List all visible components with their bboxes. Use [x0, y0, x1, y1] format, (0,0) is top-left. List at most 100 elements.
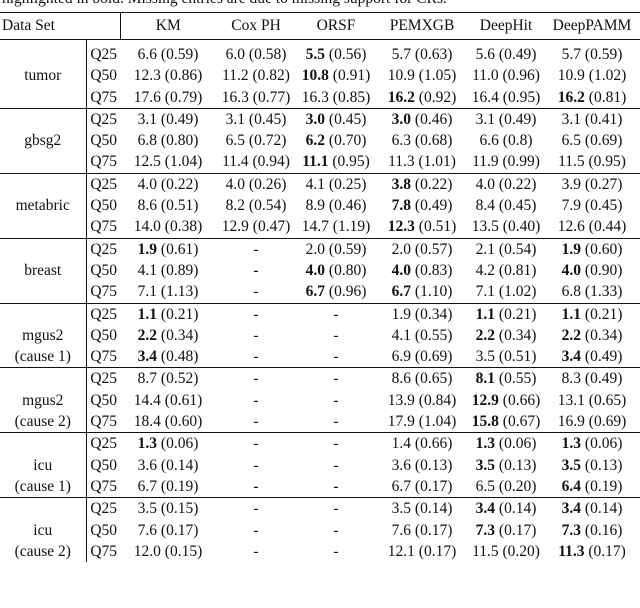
value: - — [253, 477, 259, 495]
value-cell: 8.4 (0.45) — [468, 195, 544, 216]
value: 10.9 — [557, 67, 585, 85]
value: 6.4 — [561, 477, 582, 495]
value: - — [333, 413, 339, 431]
value-cell: - — [216, 238, 296, 260]
quantile-label: Q50 — [90, 456, 118, 474]
value-cell: - — [216, 281, 296, 303]
quantile-label: Q25 — [90, 175, 118, 193]
std-dev: (0.21) — [498, 305, 537, 323]
value: 8.1 — [475, 370, 496, 388]
dataset-cell: (cause 1) — [0, 346, 87, 368]
value-cell: 11.4 (0.94) — [216, 151, 296, 173]
value: 6.0 — [225, 46, 246, 63]
std-dev: (0.59) — [160, 46, 199, 63]
std-dev: (0.17) — [588, 542, 626, 560]
value-cell: - — [296, 390, 376, 411]
value: - — [253, 326, 259, 344]
std-dev: (0.20) — [498, 477, 537, 495]
dataset-label: (cause 1) — [14, 348, 71, 366]
value: - — [253, 413, 259, 431]
value-cell: 5.7 (0.63) — [376, 40, 468, 66]
value-cell: 3.6 (0.13) — [376, 455, 468, 476]
value-cell: 13.9 (0.84) — [376, 390, 468, 411]
value: 11.2 — [222, 67, 249, 85]
value-cell: 4.1 (0.55) — [376, 325, 468, 346]
std-dev: (0.40) — [502, 218, 541, 236]
std-dev: (0.34) — [414, 305, 453, 323]
dataset-cell — [0, 367, 87, 390]
std-dev: (0.94) — [252, 153, 290, 171]
std-dev: (0.22) — [414, 175, 453, 193]
value: 8.4 — [475, 197, 496, 215]
std-dev: (0.17) — [414, 521, 453, 539]
value: - — [253, 283, 259, 301]
value: 3.4 — [561, 348, 582, 366]
value: 3.5 — [475, 456, 496, 474]
std-dev: (0.58) — [248, 46, 287, 63]
column-header: DeepHit — [479, 17, 533, 35]
value-cell: 4.0 (0.90) — [544, 260, 640, 281]
std-dev: (0.55) — [498, 370, 537, 388]
value: 6.5 — [475, 477, 496, 495]
std-dev: (0.70) — [328, 132, 367, 150]
dataset-cell: icu — [0, 519, 87, 541]
column-header: KM — [155, 17, 181, 35]
value-cell: 17.6 (0.79) — [120, 87, 216, 109]
table-row: tumor Q50 12.3 (0.86) 11.2 (0.82) 10.8 (0.91… — [0, 65, 640, 87]
table-row: metabric Q50 8.6 (0.51) 8.2 (0.54) 8.9 (0.46… — [0, 195, 640, 217]
value-cell: 11.3 (1.01) — [376, 151, 468, 173]
value-cell: 13.1 (0.65) — [544, 390, 640, 411]
table-row: Q25 1.3 (0.06) - -1.4 (0.66) 1.3 (0.06) 1.3 (… — [0, 432, 640, 455]
value: 6.2 — [305, 132, 326, 150]
dataset-cell — [0, 432, 87, 455]
value: - — [253, 500, 259, 518]
dataset-cell — [0, 238, 87, 260]
value: 8.9 — [305, 197, 326, 215]
value-cell: 1.3 (0.06) — [120, 433, 216, 455]
table-row: Q25 3.5 (0.15) - -3.5 (0.14) 3.4 (0.14) 3.4 (… — [0, 497, 640, 520]
value: 8.6 — [137, 197, 158, 215]
value-cell: - — [216, 433, 296, 455]
std-dev: (0.90) — [584, 261, 623, 279]
std-dev: (1.01) — [418, 153, 456, 171]
std-dev: (0.65) — [588, 391, 627, 409]
value: 3.1 — [561, 110, 582, 128]
value-cell: 1.1 (0.21) — [468, 303, 544, 325]
value-cell: 3.5 (0.13) — [468, 455, 544, 476]
std-dev: (0.69) — [584, 132, 623, 150]
value-cell: 8.3 (0.49) — [544, 368, 640, 390]
std-dev: (0.59) — [328, 240, 367, 258]
dataset-cell: (cause 1) — [0, 475, 87, 498]
value-cell: 1.1 (0.21) — [120, 303, 216, 325]
value: 14.7 — [301, 218, 329, 236]
value: 3.0 — [391, 110, 412, 128]
std-dev: (0.19) — [160, 477, 199, 495]
dataset-label: mgus2 — [22, 391, 64, 409]
std-dev: (0.41) — [584, 110, 623, 128]
std-dev: (0.49) — [414, 197, 453, 215]
std-dev: (0.51) — [498, 348, 537, 366]
value-cell: 6.6 (0.59) — [120, 40, 216, 66]
column-header: DeepPAMM — [552, 17, 632, 35]
value-cell: 7.1 (1.02) — [468, 281, 544, 303]
value: - — [253, 261, 259, 279]
value-cell: - — [296, 411, 376, 433]
value: 14.0 — [133, 218, 161, 236]
std-dev: (0.47) — [252, 218, 291, 236]
value-cell: 3.4 (0.48) — [120, 346, 216, 368]
std-dev: (0.63) — [414, 46, 453, 63]
value: 3.5 — [391, 500, 412, 518]
dataset-label: (cause 1) — [14, 477, 71, 495]
table-row: Q75 12.5 (1.04) 11.4 (0.94) 11.1 (0.95) 11.3… — [0, 151, 640, 174]
std-dev: (0.38) — [164, 218, 203, 236]
value: 2.2 — [137, 326, 158, 344]
value-cell: 8.6 (0.65) — [376, 368, 468, 390]
value: 2.0 — [305, 240, 326, 258]
value-cell: 1.9 (0.61) — [120, 238, 216, 260]
value-cell: - — [296, 541, 376, 562]
value-cell: - — [296, 520, 376, 541]
value-cell: 2.0 (0.57) — [376, 238, 468, 260]
table-row: Q25 3.1 (0.49) 3.1 (0.45) 3.0 (0.45) 3.0 (0.… — [0, 108, 640, 131]
value: 16.2 — [557, 88, 585, 106]
quantile-label: Q25 — [90, 110, 118, 128]
